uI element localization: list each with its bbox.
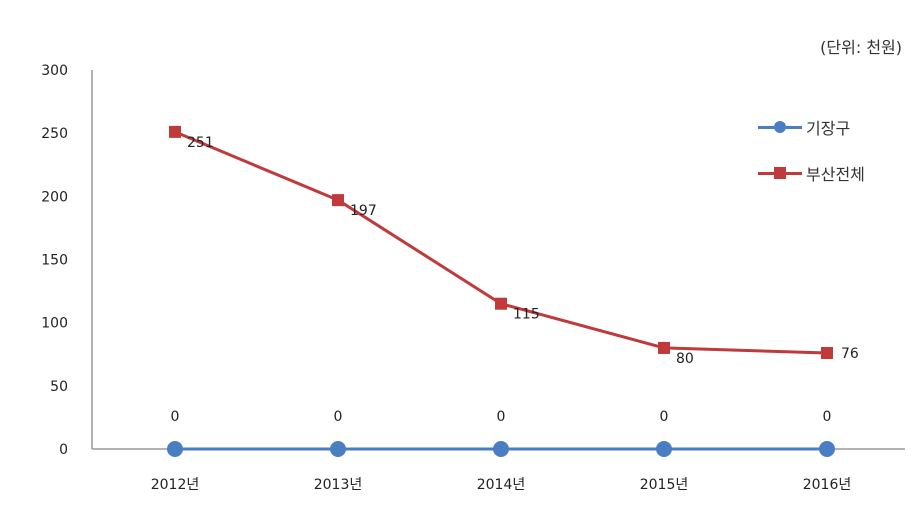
x-tick-label: 2014년 [477, 477, 526, 493]
data-label: 251 [187, 135, 214, 151]
y-tick-label: 150 [41, 253, 68, 269]
legend-swatch-square [758, 165, 802, 181]
legend-label: 부산전체 [806, 165, 865, 184]
data-point [167, 441, 183, 457]
data-label: 0 [660, 409, 669, 425]
data-point [821, 346, 833, 359]
data-point [495, 297, 507, 310]
x-tick-label: 2015년 [640, 477, 689, 493]
data-point [169, 125, 181, 138]
legend-label: 기장구 [806, 119, 851, 138]
data-point [656, 441, 672, 457]
y-tick-label: 250 [41, 126, 68, 142]
y-tick-label: 50 [50, 379, 68, 395]
series-group [167, 125, 835, 457]
data-point [330, 441, 346, 457]
y-tick-label: 100 [41, 316, 68, 332]
x-axis-ticks: 2012년 2013년 2014년 2015년 2016년 [151, 477, 852, 493]
data-label: 0 [497, 409, 506, 425]
data-label: 115 [513, 307, 540, 323]
data-label: 197 [350, 203, 377, 219]
legend-item-series-2: 부산전체 [758, 150, 908, 196]
data-labels: 0 0 0 0 0 251 197 115 80 76 [171, 135, 859, 425]
data-point [819, 441, 835, 457]
data-point [332, 194, 344, 207]
legend: 기장구 부산전체 [758, 104, 908, 196]
data-label: 76 [841, 346, 859, 362]
x-tick-label: 2013년 [314, 477, 363, 493]
data-label: 0 [334, 409, 343, 425]
x-tick-label: 2012년 [151, 477, 200, 493]
y-tick-label: 0 [59, 442, 68, 458]
data-label: 0 [823, 409, 832, 425]
unit-label: (단위: 천원) [820, 38, 902, 57]
x-tick-label: 2016년 [803, 477, 852, 493]
legend-swatch-circle [758, 119, 802, 135]
y-axis-ticks: 0 50 100 150 200 250 300 [41, 63, 68, 458]
y-tick-label: 300 [41, 63, 68, 79]
data-label: 80 [676, 351, 694, 367]
data-label: 0 [171, 409, 180, 425]
legend-item-series-1: 기장구 [758, 104, 908, 150]
data-point [493, 441, 509, 457]
series-line [174, 130, 828, 355]
data-point [658, 341, 670, 354]
y-tick-label: 200 [41, 189, 68, 205]
